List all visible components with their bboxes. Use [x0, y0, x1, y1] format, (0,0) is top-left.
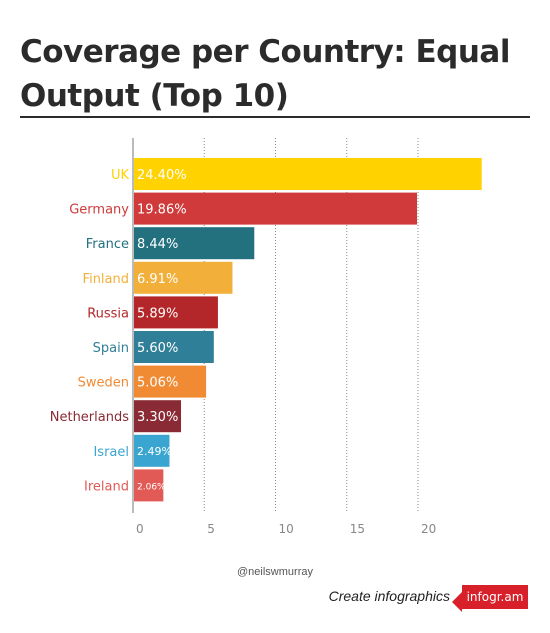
bar [134, 192, 418, 225]
create-infographics-link[interactable]: Create infographics [328, 588, 450, 604]
value-label: 24.40% [137, 168, 187, 183]
footer: Create infographics infogr.am [0, 582, 550, 612]
bar [134, 296, 218, 329]
category-label: Israel [93, 445, 129, 460]
category-label: Netherlands [50, 410, 129, 425]
category-label: UK [111, 168, 130, 183]
bar-chart: 0 5 10 15 20 UK 24.40% Germany 19.86% France 8.44%… [50, 138, 482, 536]
value-label: 8.44% [137, 237, 178, 252]
chart-title: Coverage per Country: Equal Output (Top … [20, 34, 510, 114]
value-label: 5.60% [137, 341, 178, 356]
category-label: Finland [83, 272, 129, 287]
value-label: 5.06% [137, 376, 178, 391]
bar [134, 227, 255, 260]
bar [134, 469, 164, 502]
value-label: 19.86% [137, 203, 187, 218]
value-label: 2.49% [137, 445, 172, 458]
title-divider [20, 116, 530, 118]
x-tick-label: 5 [207, 522, 215, 536]
bar [134, 365, 207, 398]
bar [134, 400, 182, 433]
x-tick-label: 15 [350, 522, 365, 536]
category-label: Ireland [84, 479, 129, 494]
category-label: Spain [93, 341, 129, 356]
value-label: 6.91% [137, 272, 178, 287]
x-tick-label: 20 [421, 522, 436, 536]
category-label: Germany [69, 203, 129, 218]
bar [134, 261, 233, 294]
value-label: 2.06% [137, 482, 166, 492]
author-credit: @neilswmurray [237, 566, 313, 578]
x-tick-label: 0 [136, 522, 144, 536]
category-label: France [86, 237, 129, 252]
brand-flag-notch [452, 592, 462, 612]
bar [134, 434, 170, 467]
bar [134, 158, 482, 190]
category-label: Russia [87, 306, 129, 321]
value-label: 3.30% [137, 410, 178, 425]
category-label: Sweden [78, 376, 129, 391]
infogram-logo[interactable]: infogr.am [462, 585, 528, 609]
bar [134, 331, 214, 363]
value-label: 5.89% [137, 306, 178, 321]
x-tick-label: 10 [279, 522, 294, 536]
